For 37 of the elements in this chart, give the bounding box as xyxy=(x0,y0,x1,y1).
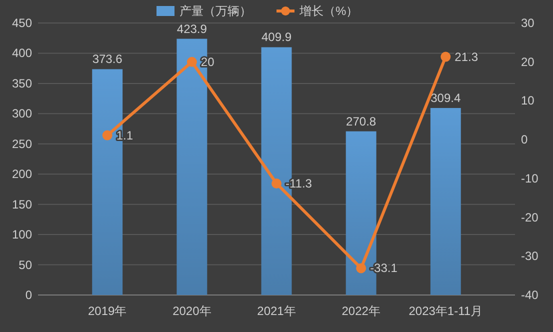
y2-tick-label: 10 xyxy=(521,94,535,108)
y-tick-label: 100 xyxy=(12,228,32,242)
y2-tick-label: 30 xyxy=(521,16,535,30)
x-tick-label: 2021年 xyxy=(257,304,296,318)
point xyxy=(186,56,197,67)
point xyxy=(440,52,451,62)
data-label: 409.9 xyxy=(261,30,292,44)
legend-label: 产量（万辆） xyxy=(180,4,252,18)
x-tick-label: 2020年 xyxy=(172,304,212,318)
data-label: 373.6 xyxy=(92,52,123,66)
y2-tick-label: 20 xyxy=(521,54,535,69)
y2-tick-label: -20 xyxy=(521,210,539,224)
y-tick-label: 150 xyxy=(12,197,32,212)
point xyxy=(272,178,282,188)
data-label: 423.9 xyxy=(176,22,208,36)
x-tick-label: 2019年 xyxy=(88,304,127,318)
y-tick-label: 250 xyxy=(12,136,32,151)
point xyxy=(356,263,366,274)
y-tick-label: 450 xyxy=(12,16,32,30)
data-label: 270.8 xyxy=(346,114,376,128)
y-tick-label: 400 xyxy=(12,46,32,60)
x-tick-label: 2022年 xyxy=(342,304,380,318)
legend-label: 增长（%） xyxy=(298,4,358,18)
x-tick-label: 2023年1-11月 xyxy=(408,304,483,318)
y-tick-label: 50 xyxy=(18,258,32,272)
y2-tick-label: 0 xyxy=(521,132,528,147)
y2-tick-label: -40 xyxy=(521,288,539,302)
y2-tick-label: -30 xyxy=(521,249,539,264)
y-tick-label: 200 xyxy=(12,167,32,182)
y2-tick-label: -10 xyxy=(521,171,539,186)
data-label: 309.4 xyxy=(430,90,461,105)
y-tick-label: 300 xyxy=(12,106,32,121)
point xyxy=(102,130,112,140)
data-label: 21.3 xyxy=(454,50,478,64)
bar xyxy=(430,108,461,295)
y-tick-label: 350 xyxy=(12,76,32,90)
y-tick-label: 0 xyxy=(25,288,32,302)
